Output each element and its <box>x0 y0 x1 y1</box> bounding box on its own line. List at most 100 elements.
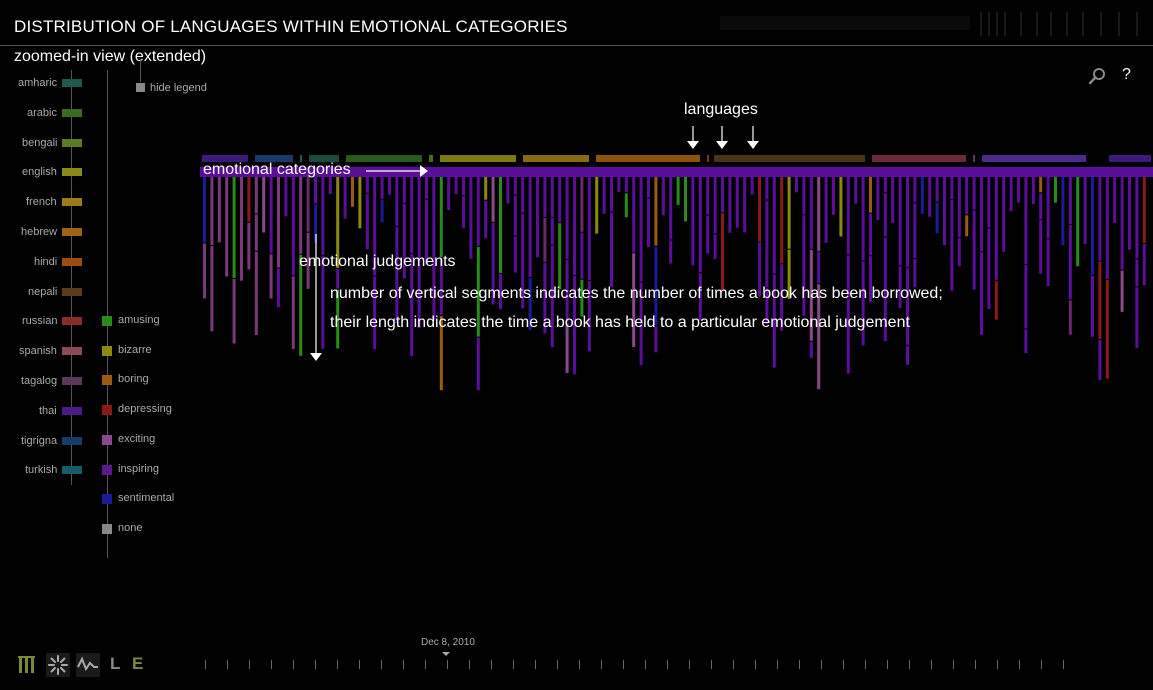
judgement-segment <box>476 177 480 246</box>
judgement-segment <box>254 177 258 214</box>
judgement-segment <box>1135 259 1139 287</box>
magnifier-icon <box>1088 68 1105 85</box>
timeline-tick <box>579 660 580 669</box>
judgement-segment <box>972 210 976 290</box>
waveform-view-button[interactable] <box>76 653 100 677</box>
judgement-segment <box>1128 177 1131 250</box>
judgement-segment <box>765 177 769 200</box>
judgement-segment <box>595 177 599 234</box>
language-legend-item-bengali[interactable]: bengali <box>0 137 90 151</box>
language-label: spanish <box>19 345 57 358</box>
judgement-segment <box>1017 177 1020 203</box>
judgements-arrow-head <box>310 353 322 361</box>
timeline-tick <box>711 660 712 669</box>
judgement-segment <box>447 177 451 210</box>
judgement-segment <box>203 243 206 299</box>
judgement-segment <box>1039 177 1043 193</box>
judgement-segment <box>432 177 436 260</box>
timeline-scrubber[interactable] <box>200 652 1080 672</box>
language-legend-item-french[interactable]: french <box>0 196 90 210</box>
help-button[interactable]: ? <box>1122 66 1131 83</box>
judgement-segment <box>543 177 547 217</box>
judgement-segment <box>624 177 628 193</box>
view-subtitle: zoomed-in view (extended) <box>14 48 207 65</box>
judgement-segment <box>521 177 525 213</box>
timeline-date: Dec 8, 2010 <box>421 637 475 648</box>
language-legend-item-nepali[interactable]: nepali <box>0 286 90 300</box>
language-legend-item-spanish[interactable]: spanish <box>0 345 90 359</box>
timeline-cursor-icon[interactable] <box>442 652 450 656</box>
judgement-segment <box>654 246 658 326</box>
languages-legend-axis <box>71 70 72 485</box>
judgement-segment <box>499 274 502 310</box>
language-legend-item-amharic[interactable]: amharic <box>0 77 90 91</box>
color-swatch <box>62 377 82 385</box>
judgement-segment <box>1083 177 1087 245</box>
judgement-segment <box>661 177 665 216</box>
judgement-segment <box>602 177 606 214</box>
color-swatch <box>102 464 112 475</box>
judgement-segment <box>321 255 325 350</box>
judgement-segment <box>1002 177 1006 252</box>
judgement-segment <box>565 177 569 259</box>
judgement-segment <box>1076 177 1080 267</box>
language-legend-item-hebrew[interactable]: hebrew <box>0 226 90 240</box>
color-swatch <box>62 228 82 236</box>
bars-view-button[interactable] <box>16 653 40 677</box>
judgement-segment <box>1068 177 1072 225</box>
judgement-segment <box>1142 244 1146 286</box>
timeline-tick <box>755 660 756 669</box>
judgement-segment <box>306 232 310 289</box>
judgement-segment <box>277 177 280 268</box>
language-legend-item-hindi[interactable]: hindi <box>0 256 90 270</box>
judgement-segment <box>765 200 769 288</box>
judgement-segment <box>787 177 791 249</box>
timeline-tick <box>271 660 272 669</box>
judgement-segment <box>587 177 591 280</box>
judgement-segment <box>617 177 621 192</box>
color-swatch <box>102 523 112 534</box>
search-button[interactable] <box>1088 66 1108 86</box>
judgement-segment <box>987 177 991 228</box>
judgement-segment <box>869 177 872 213</box>
judgement-segment <box>1113 177 1117 223</box>
language-legend-item-thai[interactable]: thai <box>0 405 90 419</box>
language-legend-item-english[interactable]: english <box>0 166 90 180</box>
color-swatch <box>62 257 82 266</box>
judgement-segment <box>913 259 917 288</box>
language-segment <box>523 155 589 162</box>
judgement-segment <box>513 236 517 273</box>
emotional-category-bar <box>200 167 1153 177</box>
language-label: hindi <box>34 255 58 268</box>
judgement-segment <box>735 177 739 228</box>
l-view-button[interactable]: L <box>110 654 121 673</box>
judgement-segment <box>1068 225 1072 300</box>
judgement-segment <box>476 337 480 391</box>
judgement-segment <box>647 198 650 248</box>
radial-view-button[interactable] <box>46 653 70 677</box>
judgement-segment <box>691 177 695 266</box>
language-legend-item-russian[interactable]: russian <box>0 315 90 329</box>
judgement-segment <box>1046 239 1050 286</box>
timeline-tick <box>491 660 492 669</box>
judgement-segment <box>758 177 761 242</box>
judgement-segment <box>240 177 243 281</box>
judgement-segment <box>1024 177 1028 265</box>
judgement-segment <box>1024 265 1028 329</box>
e-view-button[interactable]: E <box>132 654 144 673</box>
language-legend-item-turkish[interactable]: turkish <box>0 464 90 478</box>
judgement-segment <box>706 215 710 254</box>
timeline-tick <box>623 660 624 669</box>
judgement-segment <box>439 316 443 391</box>
judgement-segment <box>854 177 858 204</box>
language-legend-item-tagalog[interactable]: tagalog <box>0 375 90 389</box>
language-legend-item-arabic[interactable]: arabic <box>0 107 90 121</box>
language-segment <box>346 155 422 162</box>
judgement-segment <box>410 254 414 356</box>
judgement-segment <box>269 177 273 254</box>
color-swatch <box>102 494 112 505</box>
judgement-segment <box>299 177 303 254</box>
judgement-segment <box>328 177 332 194</box>
language-legend-item-tigrigna[interactable]: tigrigna <box>0 435 90 449</box>
emotion-label: depressing <box>118 403 172 416</box>
